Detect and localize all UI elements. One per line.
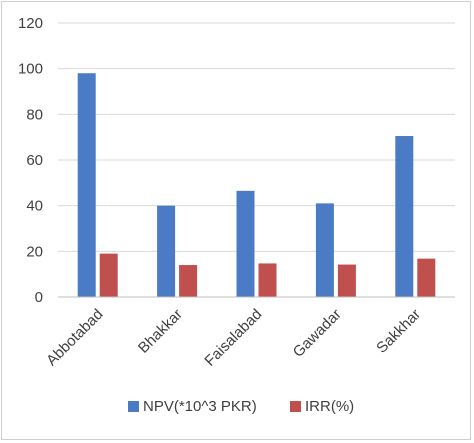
bar-sakkhar-series-2 — [417, 258, 436, 297]
legend-swatch — [128, 401, 139, 412]
bar-abbotabad-series-1 — [77, 73, 96, 297]
y-tick-label: 60 — [26, 152, 43, 169]
y-tick-label: 100 — [18, 61, 43, 78]
x-category-label: Gawadar — [290, 306, 345, 361]
y-tick-label: 120 — [18, 15, 43, 32]
x-category-label: Abbotabad — [43, 306, 106, 369]
bars — [77, 73, 436, 297]
legend: NPV(*10^3 PKR) IRR(%) — [128, 398, 354, 415]
x-category-label: Bhakkar — [135, 306, 186, 357]
bar-faisalabad-series-1 — [236, 190, 255, 297]
bar-bhakkar-series-2 — [179, 265, 198, 297]
legend-label: IRR(%) — [305, 398, 354, 415]
bar-abbotabad-series-2 — [99, 253, 118, 297]
x-category-label: Faisalabad — [201, 306, 265, 370]
bar-faisalabad-series-2 — [258, 263, 277, 297]
y-tick-label: 0 — [35, 289, 43, 306]
bar-bhakkar-series-1 — [157, 205, 176, 297]
y-tick-label: 40 — [26, 198, 43, 215]
y-tick-label: 80 — [26, 106, 43, 123]
bar-gawadar-series-2 — [337, 264, 356, 297]
x-category-label: Sakkhar — [373, 306, 424, 357]
x-axis-category-labels: Abbotabad Bhakkar Faisalabad Gawadar Sakkhar — [43, 306, 424, 370]
y-tick-label: 20 — [26, 243, 43, 260]
bar-sakkhar-series-1 — [395, 136, 414, 297]
bar-gawadar-series-1 — [315, 203, 334, 297]
legend-label: NPV(*10^3 PKR) — [143, 398, 257, 415]
y-axis-tick-labels: 0 20 40 60 80 100 120 — [18, 15, 43, 306]
legend-swatch — [290, 401, 301, 412]
gridlines — [58, 22, 455, 252]
